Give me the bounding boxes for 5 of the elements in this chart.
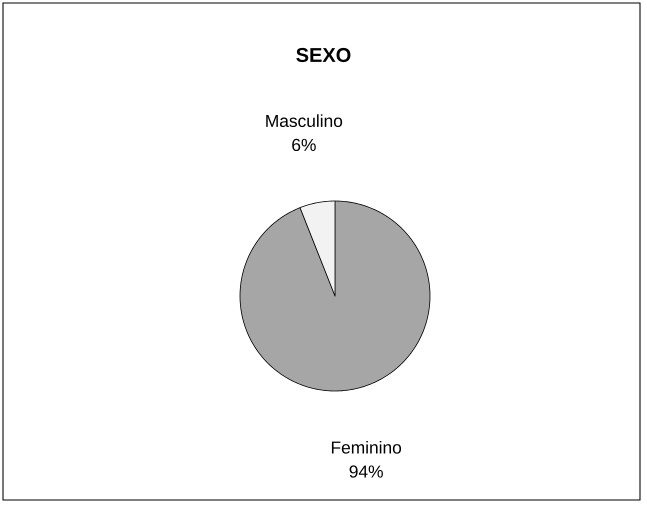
data-label: 6% xyxy=(292,138,316,152)
data-label: 94% xyxy=(350,465,383,478)
slice-label: Feminino xyxy=(332,440,402,454)
slice-label: Masculino xyxy=(266,114,342,128)
chart-title: SEXO xyxy=(296,48,350,62)
